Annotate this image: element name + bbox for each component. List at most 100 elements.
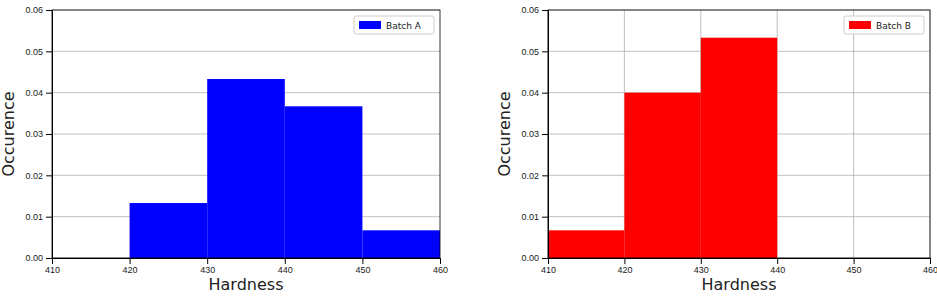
y-axis-title: Occurence xyxy=(495,91,514,176)
legend-label: Batch B xyxy=(876,21,911,31)
x-axis: 410 420 430 440 450 460 xyxy=(45,258,448,275)
y-axis: 0.00 0.01 0.02 0.03 0.04 0.05 0.06 xyxy=(25,5,52,263)
chart: 4104204304404504600.000.010.020.030.040.… xyxy=(0,5,448,294)
tick: 440 xyxy=(770,258,785,275)
tick-mark xyxy=(207,258,208,264)
tick-mark xyxy=(542,51,548,52)
tick-label: 0.00 xyxy=(521,253,539,263)
axis-line xyxy=(549,258,931,259)
tick-mark xyxy=(285,258,286,264)
y-axis-title: Occurence xyxy=(0,91,18,176)
tick-label: 0.05 xyxy=(25,47,43,57)
legend-box xyxy=(844,16,924,34)
tick-label: 0.04 xyxy=(25,88,43,98)
axis-line xyxy=(53,258,441,259)
axis-line xyxy=(52,11,53,259)
tick-mark xyxy=(542,134,548,135)
tick-label: 430 xyxy=(694,265,709,275)
tick-mark xyxy=(542,175,548,176)
y-axis: 0.00 0.01 0.02 0.03 0.04 0.05 0.06 xyxy=(521,5,548,263)
plot-frame xyxy=(52,10,440,258)
bars xyxy=(130,79,440,258)
tick: 0.03 xyxy=(521,129,548,139)
tick: 410 xyxy=(541,258,556,275)
axis-line xyxy=(548,11,549,259)
legend-box xyxy=(354,16,434,34)
tick-label: 0.03 xyxy=(521,129,539,139)
histogram-bar xyxy=(624,93,700,258)
tick-mark xyxy=(777,258,778,264)
tick-label: 0.06 xyxy=(25,5,43,15)
histogram-bar xyxy=(207,79,285,258)
grid xyxy=(52,10,440,258)
tick-mark xyxy=(624,258,625,264)
histogram-bar xyxy=(285,106,363,258)
tick: 0.05 xyxy=(25,47,52,57)
tick-mark xyxy=(46,134,52,135)
grid-line xyxy=(52,51,440,52)
tick: 0.04 xyxy=(521,88,548,98)
figure: 4104204304404504600.000.010.020.030.040.… xyxy=(0,0,937,297)
tick-label: 0.01 xyxy=(25,212,43,222)
tick-mark xyxy=(130,258,131,264)
tick-mark xyxy=(46,175,52,176)
tick: 440 xyxy=(278,258,293,275)
tick: 0.01 xyxy=(25,212,52,222)
tick-mark xyxy=(440,258,441,264)
tick-label: 450 xyxy=(847,265,862,275)
plot-frame xyxy=(548,10,930,258)
tick-mark xyxy=(542,258,548,259)
histogram-bar xyxy=(701,38,777,258)
tick-mark xyxy=(46,10,52,11)
tick: 0.06 xyxy=(25,5,52,15)
tick-label: 440 xyxy=(278,265,293,275)
tick: 420 xyxy=(123,258,138,275)
tick-label: 450 xyxy=(355,265,370,275)
tick-mark xyxy=(46,51,52,52)
tick-label: 0.06 xyxy=(521,5,539,15)
histogram-bar xyxy=(548,230,624,258)
tick: 0.06 xyxy=(521,5,548,15)
tick: 430 xyxy=(200,258,215,275)
grid-line xyxy=(853,10,854,258)
legend-label: Batch A xyxy=(386,21,422,31)
tick: 460 xyxy=(433,258,448,275)
tick: 450 xyxy=(355,258,370,275)
legend-swatch xyxy=(359,21,381,29)
tick: 430 xyxy=(694,258,709,275)
tick-label: 430 xyxy=(200,265,215,275)
tick-label: 410 xyxy=(541,265,556,275)
x-axis: 410420430440450460 xyxy=(541,258,937,275)
tick: 0.02 xyxy=(25,171,52,181)
chart: 4104204304404504600.000.010.020.030.040.… xyxy=(495,5,937,294)
tick-label: 460 xyxy=(433,265,448,275)
tick: 0.02 xyxy=(521,171,548,181)
tick: 0.01 xyxy=(521,212,548,222)
tick-label: 0.05 xyxy=(521,47,539,57)
tick: 0.03 xyxy=(25,129,52,139)
bars xyxy=(548,38,777,258)
tick-label: 0.03 xyxy=(25,129,43,139)
tick-mark xyxy=(542,93,548,94)
tick-label: 0.02 xyxy=(25,171,43,181)
histogram-bar xyxy=(130,203,208,258)
legend: Batch A xyxy=(354,16,434,34)
tick: 0.04 xyxy=(25,88,52,98)
tick-mark xyxy=(548,258,549,264)
tick-label: 0.00 xyxy=(25,253,43,263)
tick: 0.05 xyxy=(521,47,548,57)
tick: 0.00 xyxy=(25,253,52,263)
grid xyxy=(548,10,930,258)
tick-mark xyxy=(46,258,52,259)
tick-label: 410 xyxy=(45,265,60,275)
tick: 0.00 xyxy=(521,253,548,263)
tick-label: 0.04 xyxy=(521,88,539,98)
x-axis-title: Hardness xyxy=(209,275,284,294)
legend: Batch B xyxy=(844,16,924,34)
legend-swatch xyxy=(849,21,871,29)
tick-label: 440 xyxy=(770,265,785,275)
tick-mark xyxy=(46,217,52,218)
tick: 460 xyxy=(923,258,937,275)
tick-mark xyxy=(930,258,931,264)
histogram-bar xyxy=(362,230,440,258)
